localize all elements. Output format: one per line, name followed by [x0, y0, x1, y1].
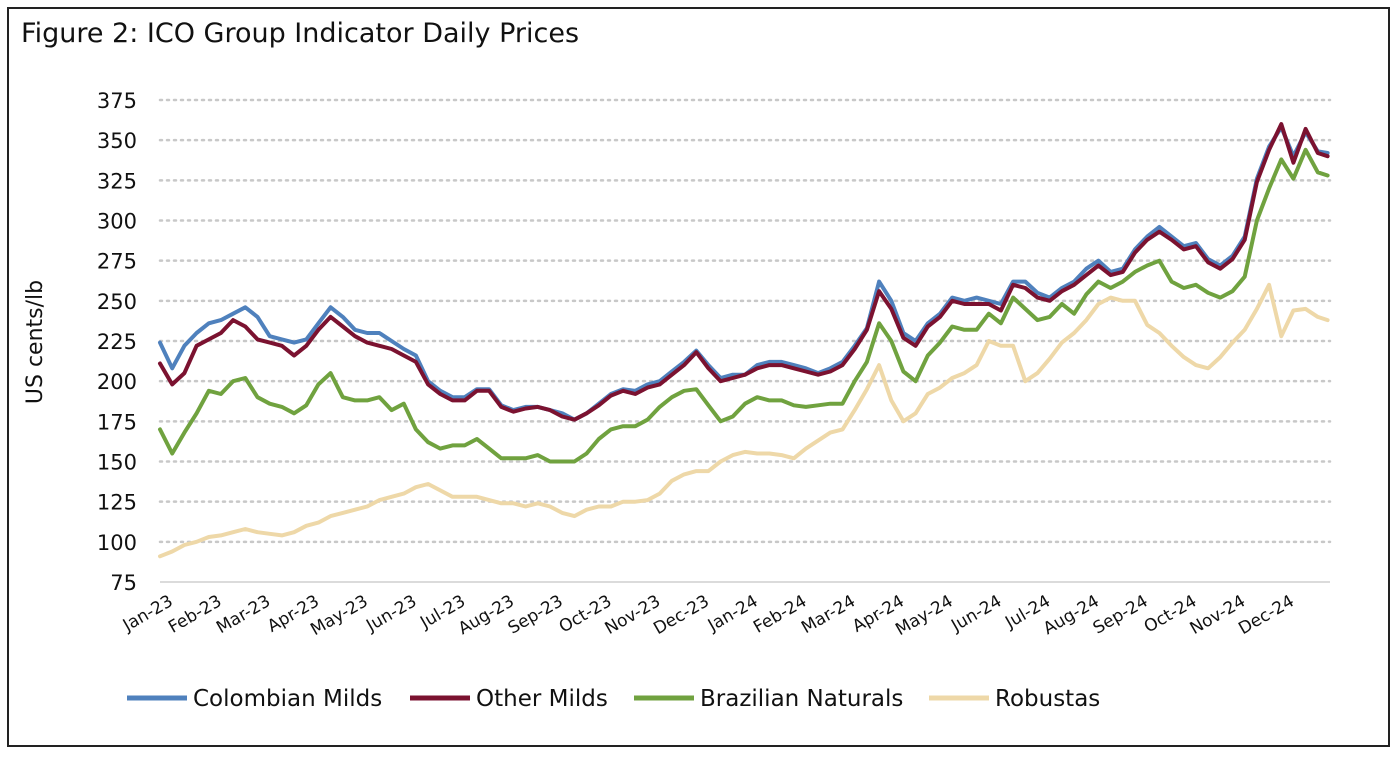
x-tick-label: Mar-24	[798, 591, 859, 638]
x-tick-label: Sep-24	[1090, 591, 1152, 638]
chart-title: Figure 2: ICO Group Indicator Daily Pric…	[21, 18, 580, 49]
y-tick-label: 375	[97, 89, 137, 113]
x-tick-label: Feb-23	[165, 591, 225, 637]
legend-label: Robustas	[995, 686, 1100, 712]
y-tick-label: 75	[110, 571, 137, 595]
x-tick-label: Mar-23	[213, 591, 274, 638]
y-tick-label: 325	[97, 169, 137, 193]
y-axis-ticks: 75 100 125 150 175 200 225 250 275 300 325 350 375	[97, 89, 137, 595]
gridlines	[158, 98, 1332, 544]
series-line-other-milds	[158, 122, 1330, 422]
legend-label: Other Milds	[476, 686, 608, 712]
y-tick-label: 250	[97, 290, 137, 314]
x-tick-label: Jan-24	[704, 591, 762, 636]
x-tick-label: Aug-24	[1040, 591, 1103, 639]
x-tick-label: Dec-24	[1235, 591, 1298, 639]
y-tick-label: 125	[97, 491, 137, 515]
chart-frame	[7, 7, 1390, 747]
x-tick-label: Nov-24	[1187, 591, 1249, 639]
x-tick-label: Jan-23	[119, 591, 177, 636]
y-tick-label: 300	[97, 210, 137, 234]
x-tick-label: Nov-23	[602, 591, 664, 639]
series-line-brazilian-naturals	[158, 147, 1330, 464]
x-tick-label: Aug-23	[455, 591, 518, 639]
x-axis-ticks: Jan-23Feb-23Mar-23Apr-23May-23Jun-23Jul-…	[119, 591, 1298, 640]
series-line-robustas	[158, 282, 1330, 559]
y-tick-label: 175	[97, 410, 137, 434]
y-tick-label: 275	[97, 250, 137, 274]
y-tick-label: 225	[97, 330, 137, 354]
series-lines	[158, 122, 1330, 559]
legend-label: Brazilian Naturals	[700, 686, 903, 712]
y-tick-label: 150	[97, 451, 137, 475]
x-tick-label: Feb-24	[750, 591, 810, 637]
y-tick-label: 200	[97, 370, 137, 394]
x-tick-label: Jun-24	[947, 591, 1005, 636]
y-tick-label: 100	[97, 531, 137, 555]
y-axis-label: US cents/lb	[23, 280, 48, 404]
x-tick-label: Sep-23	[505, 591, 567, 638]
x-tick-label: Dec-23	[650, 591, 713, 639]
y-tick-label: 350	[97, 129, 137, 153]
legend-label: Colombian Milds	[193, 686, 382, 712]
x-tick-label: Jun-23	[362, 591, 420, 636]
legend: Colombian Milds Other Milds Brazilian Natu…	[127, 686, 1100, 712]
